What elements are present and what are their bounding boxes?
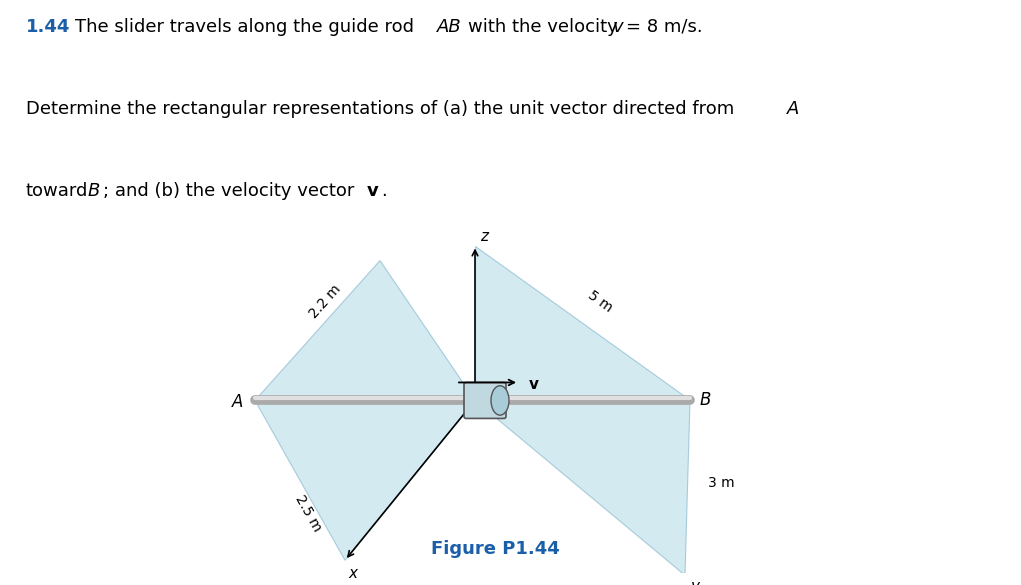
Polygon shape bbox=[475, 246, 690, 401]
Polygon shape bbox=[255, 401, 475, 560]
Text: Determine the rectangular representations of (a) the unit vector directed from: Determine the rectangular representation… bbox=[26, 100, 734, 118]
Text: v: v bbox=[367, 183, 379, 200]
Text: AB: AB bbox=[437, 18, 461, 36]
Text: ; and (b) the velocity vector: ; and (b) the velocity vector bbox=[103, 183, 354, 200]
Polygon shape bbox=[255, 260, 475, 401]
Text: v: v bbox=[529, 377, 539, 392]
Text: z: z bbox=[480, 229, 488, 243]
FancyBboxPatch shape bbox=[464, 383, 506, 418]
Ellipse shape bbox=[491, 386, 509, 415]
Text: Figure P1.44: Figure P1.44 bbox=[431, 541, 560, 558]
Text: A: A bbox=[787, 100, 799, 118]
Text: 2.5 m: 2.5 m bbox=[292, 493, 324, 534]
Text: v: v bbox=[613, 18, 623, 36]
Text: with the velocity: with the velocity bbox=[468, 18, 618, 36]
Text: A: A bbox=[232, 394, 243, 411]
Text: The slider travels along the guide rod: The slider travels along the guide rod bbox=[75, 18, 414, 36]
Text: toward: toward bbox=[26, 183, 88, 200]
Polygon shape bbox=[475, 401, 690, 575]
Text: y: y bbox=[690, 579, 699, 585]
Text: = 8 m/s.: = 8 m/s. bbox=[626, 18, 702, 36]
Text: x: x bbox=[348, 566, 357, 581]
Text: .: . bbox=[381, 183, 387, 200]
Text: B: B bbox=[700, 391, 712, 409]
Text: 1.44: 1.44 bbox=[26, 18, 69, 36]
Text: 5 m: 5 m bbox=[586, 288, 616, 315]
Text: B: B bbox=[88, 183, 100, 200]
Text: 3 m: 3 m bbox=[708, 476, 735, 490]
Text: 2.2 m: 2.2 m bbox=[307, 281, 344, 321]
